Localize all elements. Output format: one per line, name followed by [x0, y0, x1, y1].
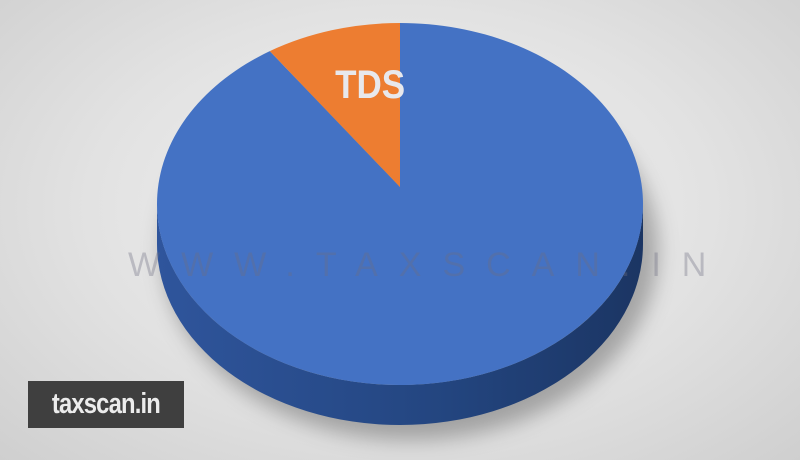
logo-badge: taxscan.in [28, 381, 184, 428]
pie-slice-other [157, 23, 644, 385]
pie-side-wall [157, 204, 643, 425]
slice-label: TDS [335, 63, 405, 107]
watermark: WWW.TAXSCAN.IN [128, 246, 728, 284]
pie-slice-tds [269, 23, 400, 187]
logo-text: taxscan.in [51, 388, 161, 420]
